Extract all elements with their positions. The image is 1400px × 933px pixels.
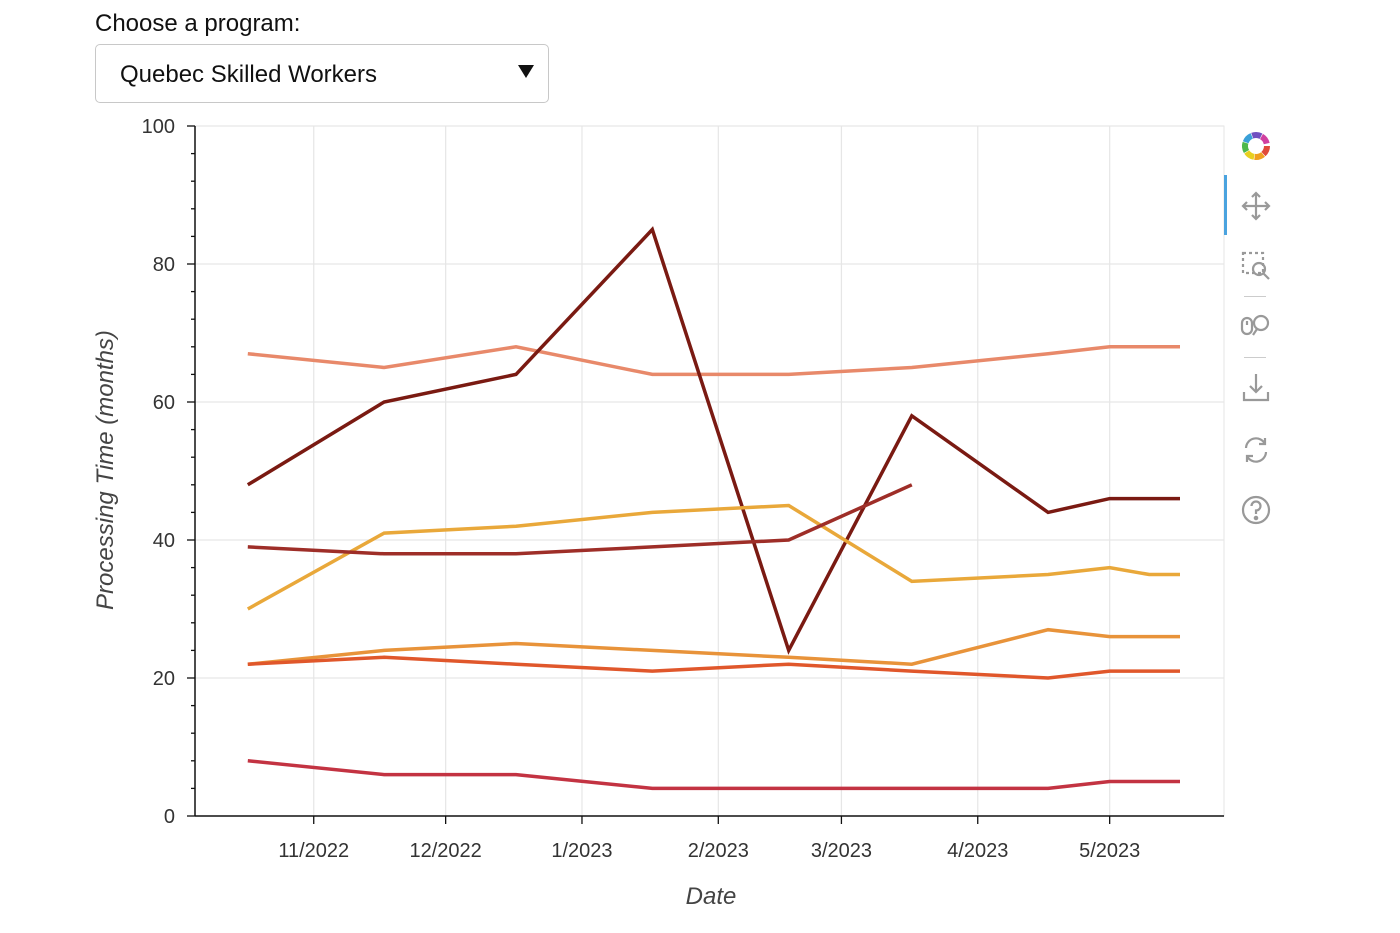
active-tool-indicator (1224, 175, 1227, 235)
series-line (246, 226, 1180, 655)
x-tick-label: 3/2023 (811, 840, 872, 862)
x-tick-label: 4/2023 (947, 840, 1008, 862)
toolbar-divider (1244, 357, 1266, 358)
grid (194, 125, 1225, 817)
series-line (247, 483, 913, 556)
series-line (246, 503, 1180, 611)
save-icon[interactable] (1232, 364, 1280, 412)
y-tick-label: 0 (164, 806, 175, 828)
chart-toolbar (1224, 120, 1286, 540)
chevron-down-icon (518, 65, 534, 78)
y-tick-label: 100 (142, 116, 175, 138)
series-lines (246, 226, 1180, 791)
program-select-value: Quebec Skilled Workers (120, 61, 377, 88)
series-line (247, 759, 1180, 791)
x-tick-label: 1/2023 (551, 840, 612, 862)
x-tick-label: 2/2023 (688, 840, 749, 862)
y-axis-label: Processing Time (months) (92, 330, 119, 610)
bokeh-logo-icon[interactable] (1232, 122, 1280, 170)
y-tick-label: 20 (153, 668, 175, 690)
x-axis-label: Date (686, 883, 737, 910)
y-tick-label: 40 (153, 530, 175, 552)
pan-icon[interactable] (1232, 182, 1280, 230)
x-tick-label: 5/2023 (1079, 840, 1140, 862)
x-tick-label: 12/2022 (410, 840, 482, 862)
program-selector-label: Choose a program: (95, 10, 301, 37)
reset-icon[interactable] (1232, 426, 1280, 474)
program-select[interactable]: Quebec Skilled Workers (95, 44, 549, 103)
processing-time-chart[interactable]: 0 20 40 60 80 100 11/2022 12/2022 1/2023 2/2023 3/… (0, 110, 1230, 925)
y-tick-label: 60 (153, 392, 175, 414)
toolbar-divider (1244, 296, 1266, 297)
series-line (247, 345, 1180, 377)
wheel-zoom-icon[interactable] (1232, 302, 1280, 350)
y-tick-label: 80 (153, 254, 175, 276)
box-zoom-icon[interactable] (1232, 242, 1280, 290)
series-line (247, 655, 1180, 680)
series-line (247, 627, 1180, 666)
axes: 0 20 40 60 80 100 11/2022 12/2022 1/2023 2/2023 3/… (142, 116, 1224, 862)
x-tick-label: 11/2022 (278, 840, 349, 862)
plot-frame (194, 125, 1225, 817)
help-icon[interactable] (1232, 486, 1280, 534)
